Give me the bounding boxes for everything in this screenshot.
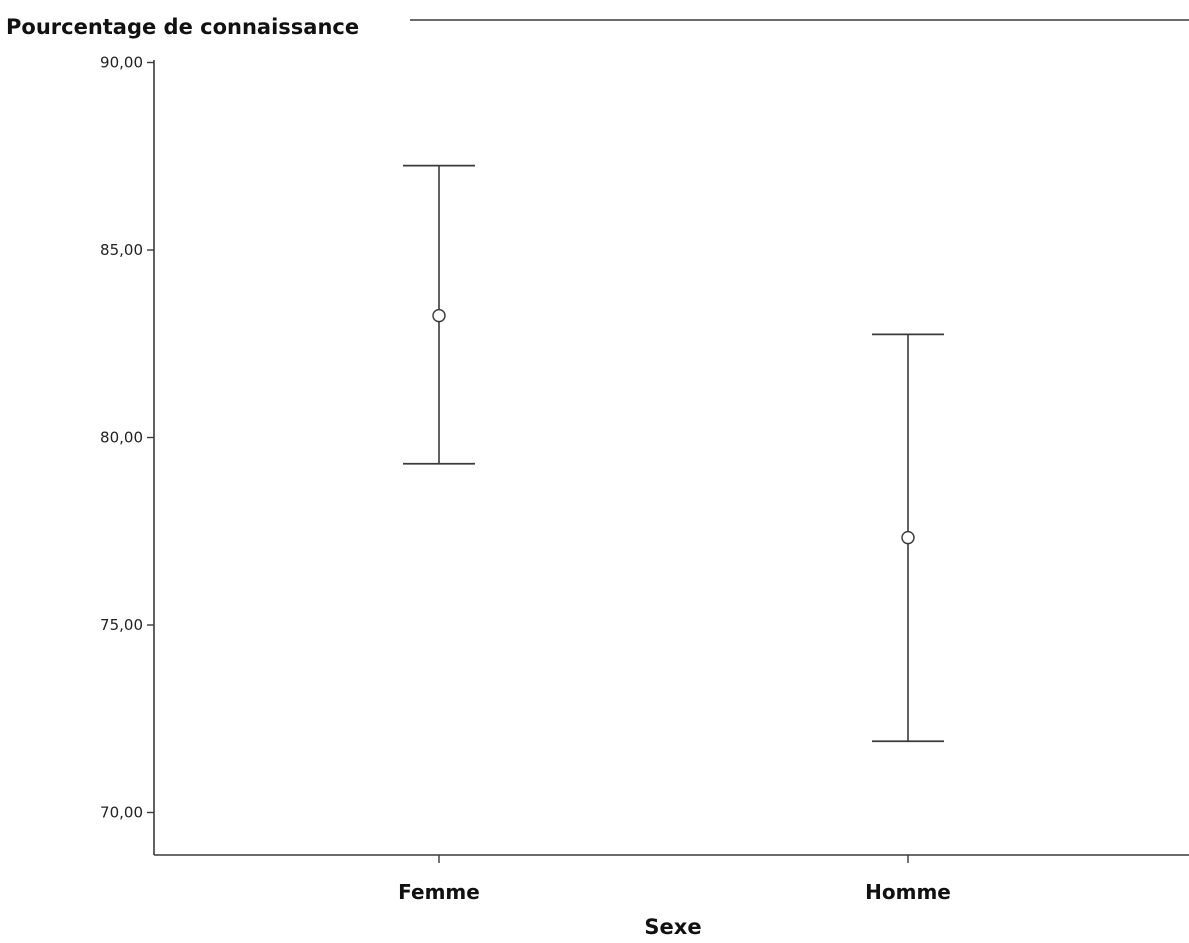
y-tick-label: 75,00 [100, 616, 143, 634]
axes [153, 19, 1189, 856]
y-axis-title: Pourcentage de connaissance [6, 15, 359, 39]
y-tick-label: 85,00 [100, 241, 143, 259]
y-tick-label: 70,00 [100, 804, 143, 822]
y-tick-label: 80,00 [100, 429, 143, 447]
x-axis-title: Sexe [644, 915, 701, 938]
mean-point [432, 308, 446, 323]
x-category-label: Homme [865, 880, 951, 904]
error-bars [403, 164, 944, 743]
error-bar-homme [872, 333, 944, 743]
y-tick-label: 90,00 [100, 54, 143, 72]
error-bar-femme [403, 164, 475, 465]
x-categories: Femme Homme [398, 855, 951, 904]
mean-point [901, 530, 915, 545]
y-ticks: 70,00 75,00 80,00 85,00 90,00 [100, 54, 154, 822]
x-category-label: Femme [398, 880, 480, 904]
